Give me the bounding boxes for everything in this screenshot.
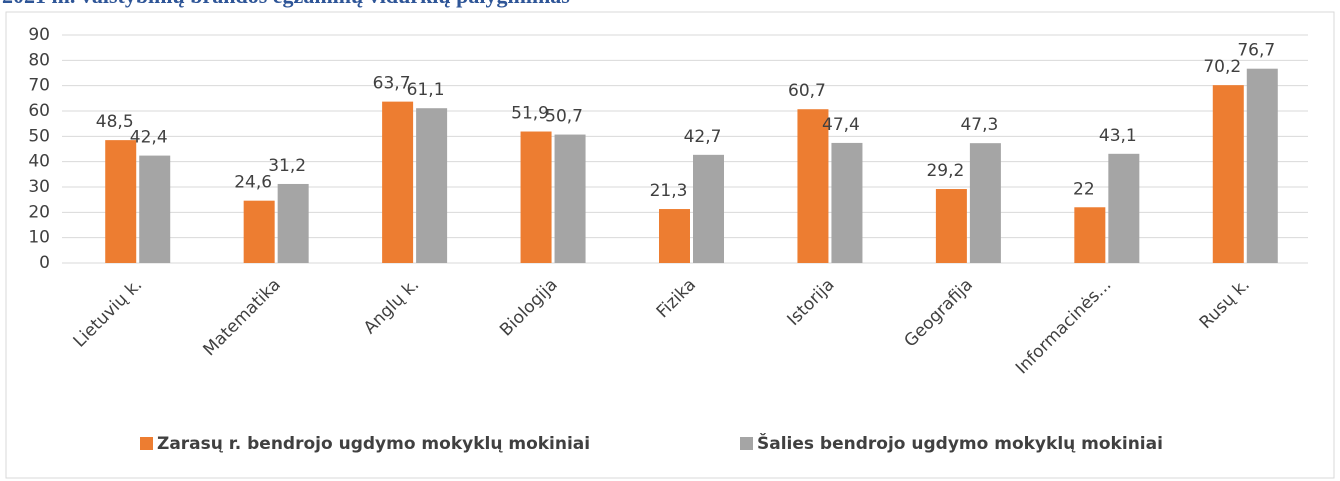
x-tick-label: Fizika xyxy=(653,275,700,322)
x-tick-label: Informacinės... xyxy=(1012,275,1115,378)
bar xyxy=(382,101,414,263)
y-tick-label: 0 xyxy=(39,253,50,273)
y-tick-label: 40 xyxy=(28,152,50,172)
data-label: 47,4 xyxy=(822,115,860,135)
y-tick-label: 70 xyxy=(28,76,50,96)
x-tick-label: Geografija xyxy=(901,275,977,351)
bar xyxy=(969,143,1001,263)
legend-swatch xyxy=(740,437,753,450)
y-tick-label: 30 xyxy=(28,177,50,197)
bar xyxy=(1108,153,1140,263)
bar xyxy=(693,154,724,263)
x-tick-label: Istorija xyxy=(784,275,839,330)
bar xyxy=(105,140,137,263)
data-label: 47,3 xyxy=(960,115,998,135)
bar xyxy=(1212,85,1244,263)
data-label: 22 xyxy=(1073,179,1095,199)
bar xyxy=(659,209,690,263)
bar xyxy=(416,108,448,263)
y-tick-label: 20 xyxy=(28,202,50,222)
legend-label: Zarasų r. bendrojo ugdymo mokyklų mokini… xyxy=(157,434,590,454)
data-label: 43,1 xyxy=(1099,126,1137,146)
legend-swatch xyxy=(140,437,153,450)
y-tick-label: 50 xyxy=(28,126,50,146)
data-label: 21,3 xyxy=(650,181,688,201)
data-label: 76,7 xyxy=(1237,41,1275,61)
x-tick-label: Anglų k. xyxy=(360,275,423,338)
data-label: 61,1 xyxy=(407,80,445,100)
data-label: 42,7 xyxy=(684,127,722,147)
bar xyxy=(1074,207,1106,263)
y-tick-label: 80 xyxy=(28,50,50,70)
data-label: 60,7 xyxy=(788,81,826,101)
bar xyxy=(243,200,275,263)
bar xyxy=(1246,68,1278,264)
data-label: 29,2 xyxy=(926,161,964,181)
x-tick-label: Matematika xyxy=(199,275,284,360)
bar xyxy=(935,189,967,263)
data-label: 50,7 xyxy=(545,107,583,127)
bar xyxy=(797,109,829,263)
y-tick-label: 90 xyxy=(28,25,50,45)
x-tick-label: Rusų k. xyxy=(1196,275,1254,333)
legend-label: Šalies bendrojo ugdymo mokyklų mokiniai xyxy=(757,432,1163,454)
y-tick-label: 10 xyxy=(28,228,50,248)
data-label: 70,2 xyxy=(1203,57,1241,77)
y-tick-label: 60 xyxy=(28,101,50,121)
chart-border xyxy=(5,11,1335,479)
bar xyxy=(277,183,309,263)
chart-title: 2021 m. valstybinių brandos egzaminų vid… xyxy=(2,0,570,8)
data-label: 63,7 xyxy=(373,74,411,94)
bar xyxy=(520,131,552,263)
bar xyxy=(554,134,586,263)
data-label: 42,4 xyxy=(130,128,168,148)
x-tick-label: Lietuvių k. xyxy=(70,275,147,352)
bar xyxy=(139,155,171,263)
bar xyxy=(831,142,863,263)
data-label: 48,5 xyxy=(96,112,134,132)
data-label: 24,6 xyxy=(234,173,272,193)
data-label: 31,2 xyxy=(268,156,306,176)
x-tick-label: Biologija xyxy=(496,275,561,340)
data-label: 51,9 xyxy=(511,104,549,124)
